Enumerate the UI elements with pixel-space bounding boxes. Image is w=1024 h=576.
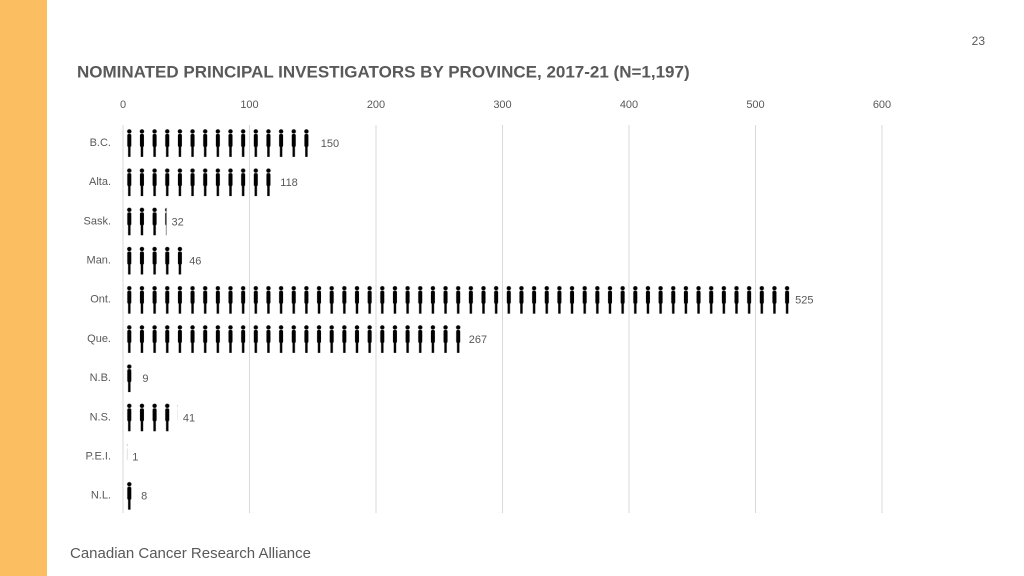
value-label: 150 [321,138,339,150]
pictograph-bar [126,442,128,471]
x-tick-label: 400 [620,99,638,111]
value-label: 267 [469,334,487,346]
x-tick-label: 100 [240,99,258,111]
value-label: 9 [142,373,148,385]
category-label: Ont. [90,294,111,306]
value-label: 525 [795,295,813,307]
pictograph-bar [126,246,185,275]
page-number: 23 [972,34,986,48]
side-strip [0,0,47,576]
pictograph-bar [126,285,791,314]
category-label: N.L. [91,490,111,502]
category-label: N.S. [90,411,111,423]
chart-title: NOMINATED PRINCIPAL INVESTIGATORS BY PRO… [77,62,690,81]
pictograph-bar [126,129,316,157]
value-label: 41 [183,412,195,424]
pictograph-bar [126,168,276,197]
pictograph-bar [126,207,167,236]
pictograph-bar [126,325,464,353]
category-label: Alta. [89,176,111,188]
value-label: 8 [141,491,147,503]
category-label: B.C. [90,137,111,149]
pictograph-bar [126,403,178,432]
pictograph-bar [126,481,137,510]
category-label: N.B. [90,372,111,384]
x-tick-label: 200 [367,99,385,111]
category-label: Que. [87,333,111,345]
x-tick-label: 0 [120,99,126,111]
value-label: 46 [189,256,201,268]
category-label: P.E.I. [86,451,111,463]
pictograph-bar [126,364,138,393]
x-tick-label: 500 [746,99,764,111]
x-tick-label: 600 [873,99,891,111]
x-tick-label: 300 [493,99,511,111]
footer: Canadian Cancer Research Alliance [70,545,311,562]
chart: 0 100 200 300 400 500 600 B.C. 150 Alta. 118 Sask. 3… [83,99,891,513]
value-label: 118 [280,177,298,189]
value-label: 1 [132,452,138,464]
value-label: 32 [171,216,183,228]
category-label: Sask. [83,215,111,227]
category-label: Man. [87,255,111,267]
